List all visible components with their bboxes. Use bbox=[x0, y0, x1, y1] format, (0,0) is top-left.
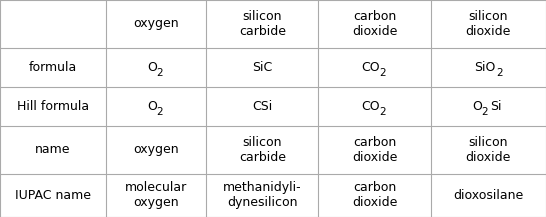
Text: silicon
dioxide: silicon dioxide bbox=[466, 136, 511, 164]
Text: O: O bbox=[147, 100, 157, 113]
Text: dioxosilane: dioxosilane bbox=[453, 189, 524, 202]
Text: Si: Si bbox=[490, 100, 502, 113]
Text: CSi: CSi bbox=[252, 100, 272, 113]
Text: 2: 2 bbox=[496, 68, 503, 78]
Text: 2: 2 bbox=[482, 107, 488, 117]
Text: carbon
dioxide: carbon dioxide bbox=[352, 10, 397, 38]
Text: Hill formula: Hill formula bbox=[17, 100, 89, 113]
Text: silicon
dioxide: silicon dioxide bbox=[466, 10, 511, 38]
Text: CO: CO bbox=[361, 100, 380, 113]
Text: 2: 2 bbox=[379, 68, 385, 78]
Text: silicon
carbide: silicon carbide bbox=[239, 10, 286, 38]
Text: silicon
carbide: silicon carbide bbox=[239, 136, 286, 164]
Text: oxygen: oxygen bbox=[133, 17, 179, 30]
Text: carbon
dioxide: carbon dioxide bbox=[352, 181, 397, 209]
Text: IUPAC name: IUPAC name bbox=[15, 189, 91, 202]
Text: SiC: SiC bbox=[252, 61, 272, 74]
Text: 2: 2 bbox=[379, 107, 385, 117]
Text: SiO: SiO bbox=[474, 61, 495, 74]
Text: molecular
oxygen: molecular oxygen bbox=[125, 181, 187, 209]
Text: methanidyli-
dynesilicon: methanidyli- dynesilicon bbox=[223, 181, 302, 209]
Text: CO: CO bbox=[361, 61, 380, 74]
Text: name: name bbox=[35, 143, 71, 156]
Text: carbon
dioxide: carbon dioxide bbox=[352, 136, 397, 164]
Text: 2: 2 bbox=[157, 107, 163, 117]
Text: O: O bbox=[472, 100, 482, 113]
Text: O: O bbox=[147, 61, 157, 74]
Text: 2: 2 bbox=[157, 68, 163, 78]
Text: formula: formula bbox=[29, 61, 77, 74]
Text: oxygen: oxygen bbox=[133, 143, 179, 156]
